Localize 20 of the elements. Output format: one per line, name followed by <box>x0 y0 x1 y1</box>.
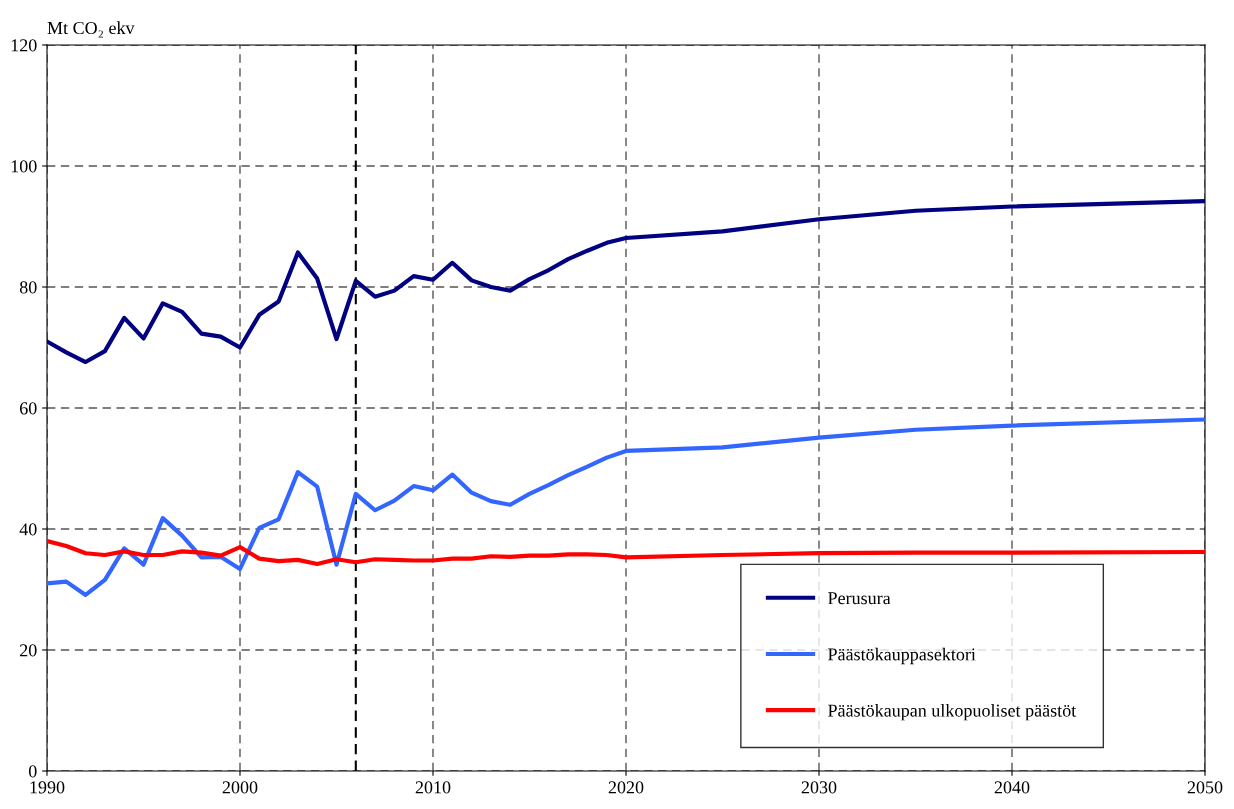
y-tick-label: 120 <box>11 39 37 52</box>
legend-label: Perusura <box>828 592 891 605</box>
x-tick-label: 2000 <box>222 781 258 794</box>
line-series <box>47 199 1205 365</box>
legend-label: Päästökaupan ulkopuoliset päästöt <box>828 703 1077 721</box>
x-tick-label: 2010 <box>415 781 451 794</box>
y-tick-label: 0 <box>28 765 37 778</box>
x-tick-label: 1990 <box>30 781 65 794</box>
x-tick-label: 2040 <box>994 781 1030 794</box>
y-axis-title: Mt CO₂ ekv <box>47 21 135 38</box>
x-tick-label: 2020 <box>608 781 644 794</box>
y-tick-label: 80 <box>19 281 37 294</box>
y-tick-label: 40 <box>19 523 37 536</box>
x-tick-label: 2030 <box>801 781 837 794</box>
legend-label: Päästökauppasektori <box>828 647 976 665</box>
y-tick-label: 100 <box>11 160 37 173</box>
y-tick-label: 60 <box>20 402 37 415</box>
y-tick-label: 20 <box>20 644 37 657</box>
x-tick-label: 2050 <box>1187 781 1223 794</box>
line-series <box>47 539 1205 567</box>
